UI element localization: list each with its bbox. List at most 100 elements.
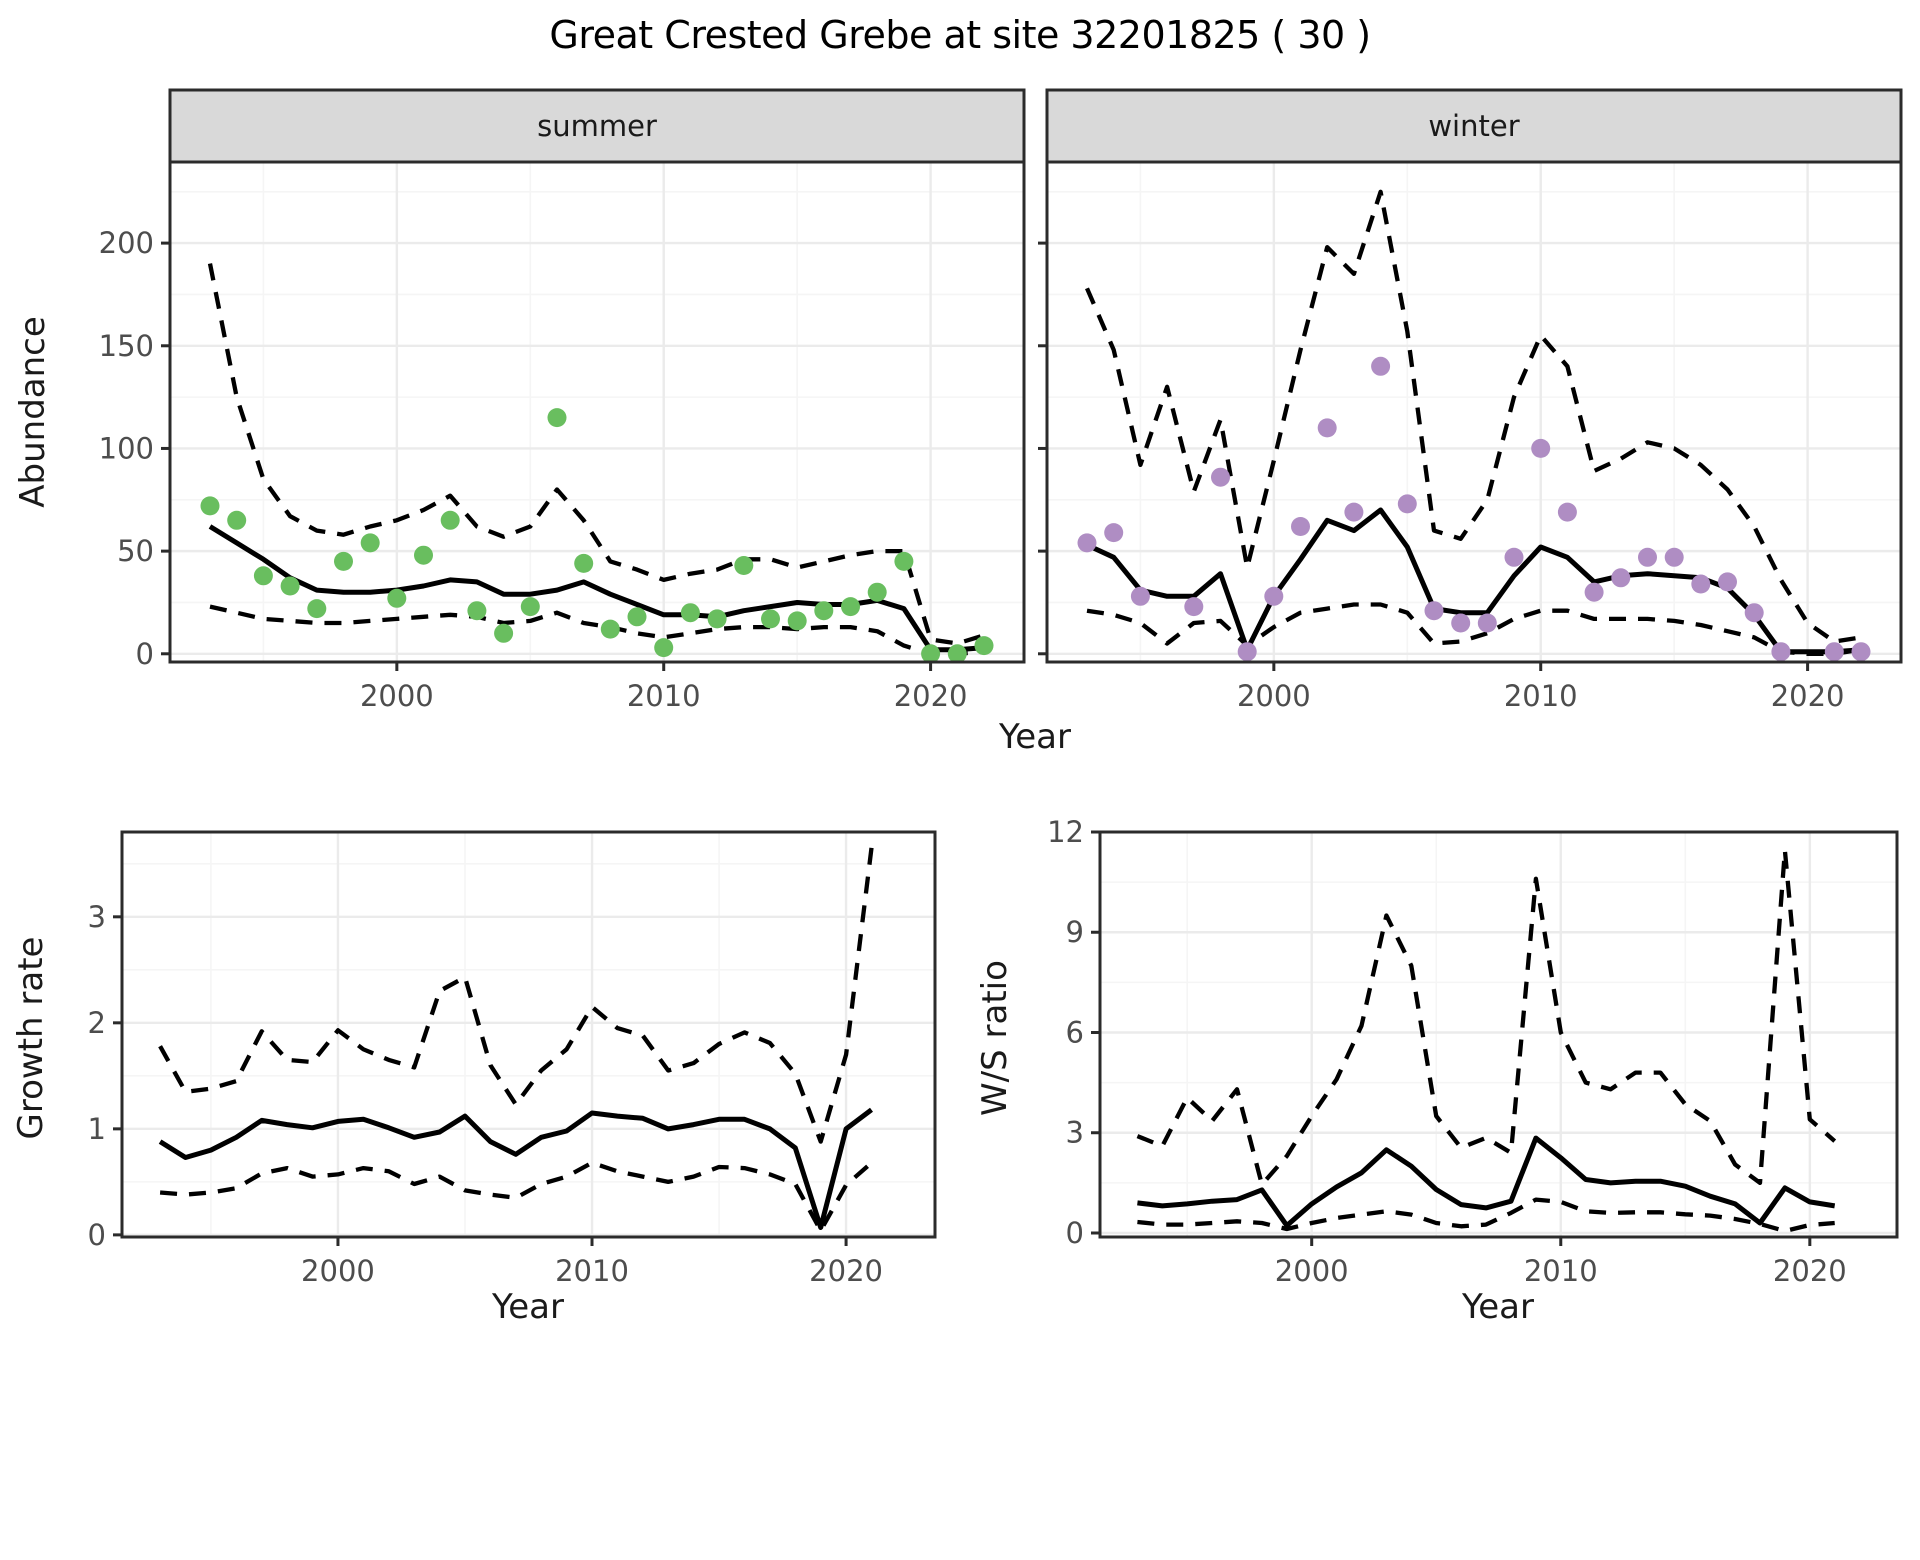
- data-point: [1477, 613, 1497, 633]
- median-line: [158, 1107, 874, 1230]
- plot-area: [1136, 848, 1837, 1234]
- ci-lower-line: [1086, 602, 1862, 656]
- panel-background: [170, 162, 1024, 662]
- y-tick-label: 1: [88, 1112, 106, 1146]
- x-tick-label: 2020: [809, 1254, 883, 1288]
- data-point: [467, 601, 487, 621]
- y-tick-label: 0: [136, 637, 154, 671]
- median-line: [1137, 1135, 1836, 1229]
- observed-points: [1077, 356, 1871, 662]
- chart-title: Great Crested Grebe at site 32201825 ( 3…: [549, 13, 1370, 57]
- data-point: [600, 619, 620, 639]
- data-point: [1291, 517, 1310, 536]
- facet-strip-label: summer: [537, 109, 657, 143]
- x-tick-label: 2010: [555, 1254, 629, 1288]
- x-tick-label: 2000: [360, 679, 434, 713]
- data-point: [1264, 586, 1284, 606]
- data-point: [734, 556, 754, 575]
- data-point: [494, 623, 514, 643]
- x-tick-label: 2020: [894, 679, 968, 713]
- data-point: [787, 611, 807, 631]
- panel-border: [120, 830, 937, 1239]
- data-point: [1611, 568, 1631, 588]
- panel-abundance-winter: winter 2000 2010 2020: [1038, 88, 1903, 713]
- ci-upper-line: [1136, 848, 1837, 1187]
- grid-lines: [170, 162, 1024, 662]
- x-tick-label: 2020: [1771, 679, 1845, 713]
- y-tick-label: 200: [99, 226, 154, 260]
- data-point: [1664, 547, 1684, 567]
- panel-background: [1100, 832, 1897, 1237]
- data-point: [1771, 642, 1791, 662]
- data-point: [253, 566, 273, 586]
- data-point: [1824, 642, 1844, 662]
- axis-title-x-title-year-ws: Year: [1461, 1287, 1534, 1327]
- data-point: [1504, 547, 1524, 567]
- data-point: [1691, 574, 1711, 594]
- data-point: [627, 607, 647, 627]
- panel-ws-ratio: 2000 2010 2020 0 3 6 9 12: [1047, 815, 1899, 1288]
- observed-points: [200, 408, 994, 662]
- data-point: [1237, 642, 1257, 662]
- x-tick-label: 2000: [301, 1254, 375, 1288]
- y-tick-label: 0: [88, 1218, 106, 1252]
- data-point: [414, 545, 433, 565]
- data-point: [974, 636, 994, 656]
- data-point: [1077, 533, 1097, 553]
- axis-title-x-title-year-growth: Year: [491, 1287, 564, 1327]
- data-point: [520, 597, 540, 617]
- data-point: [841, 597, 860, 617]
- data-point: [894, 551, 914, 571]
- plot-area: [158, 847, 874, 1233]
- data-point: [1557, 502, 1577, 522]
- facet-strip-label: winter: [1428, 109, 1519, 143]
- ci-lower-line: [209, 604, 985, 656]
- grid-lines: [1047, 162, 1901, 662]
- axis-title-x-title-year-top: Year: [998, 717, 1071, 757]
- facet-strip: [1045, 88, 1903, 164]
- data-point: [1211, 467, 1230, 487]
- panel-background: [1047, 162, 1901, 662]
- data-point: [1851, 642, 1871, 662]
- panel-growth-rate: 2000 2010 2020 0 1 2 3: [88, 830, 937, 1288]
- data-point: [1718, 572, 1737, 592]
- data-point: [1584, 582, 1604, 602]
- data-point: [440, 510, 460, 530]
- panel-abundance-summer: summer 2000 2010 2020 0 50 100 150 200: [99, 88, 1026, 713]
- data-point: [360, 533, 380, 553]
- y-tick-label: 12: [1047, 815, 1084, 849]
- y-tick-label: 9: [1066, 915, 1084, 949]
- data-point: [1371, 356, 1391, 376]
- data-point: [574, 553, 594, 573]
- x-tick-label: 2000: [1237, 679, 1311, 713]
- y-tick-label: 3: [88, 900, 106, 934]
- panel-background: [122, 832, 935, 1237]
- y-tick-label: 0: [1066, 1216, 1084, 1250]
- grid-lines: [122, 832, 935, 1237]
- y-tick-label: 2: [88, 1006, 106, 1040]
- data-point: [387, 588, 407, 608]
- data-point: [1184, 597, 1204, 617]
- data-point: [1744, 603, 1764, 623]
- axis-title-y-title-abundance: Abundance: [13, 316, 53, 508]
- data-point: [707, 609, 727, 629]
- ci-lower-line: [159, 1160, 873, 1233]
- x-tick-label: 2010: [627, 679, 701, 713]
- data-point: [1344, 502, 1364, 522]
- y-tick-label: 150: [99, 329, 154, 363]
- y-tick-label: 3: [1066, 1116, 1084, 1150]
- data-point: [227, 510, 247, 530]
- ci-upper-line: [158, 847, 874, 1144]
- data-point: [1531, 438, 1551, 458]
- data-point: [200, 496, 220, 516]
- ci-lower-line: [1137, 1197, 1835, 1234]
- data-point: [680, 603, 700, 623]
- ci-upper-line: [207, 263, 985, 646]
- axis-title-y-title-ws: W/S ratio: [975, 960, 1015, 1116]
- y-tick-label: 100: [99, 431, 154, 465]
- data-point: [547, 408, 567, 428]
- panel-border: [1098, 830, 1899, 1239]
- data-point: [867, 582, 887, 602]
